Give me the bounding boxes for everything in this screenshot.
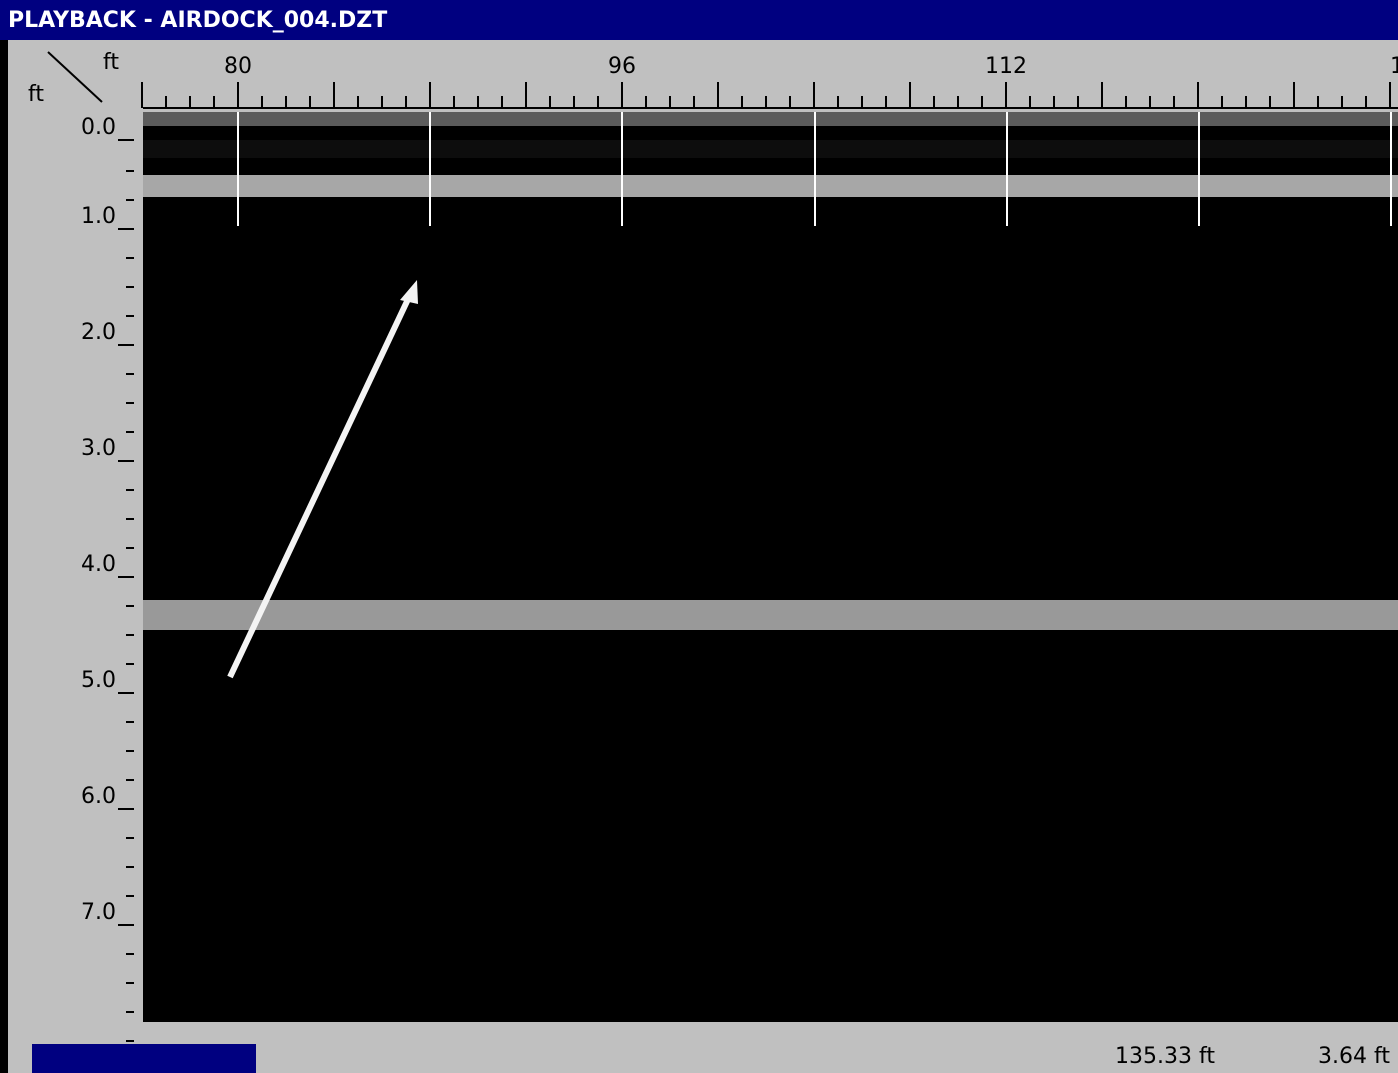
y-tick-label: 7.0: [81, 900, 116, 925]
y-tick-label: 1.0: [81, 204, 116, 229]
x-tick-label: 96: [608, 54, 636, 79]
axis-corner: [48, 52, 102, 102]
y-tick-label: 5.0: [81, 668, 116, 693]
window-edge: [0, 0, 8, 1073]
x-tick-label: 12: [1390, 54, 1398, 79]
page: PLAYBACK - AIRDOCK_004.DZT ft ft 135.33 …: [0, 0, 1398, 1073]
x-tick-label: 80: [224, 54, 252, 79]
status-distance: 135.33 ft: [1115, 1044, 1215, 1069]
radargram: [143, 112, 1398, 1022]
y-tick-label: 0.0: [81, 115, 116, 140]
y-tick-label: 3.0: [81, 436, 116, 461]
progress-bar: [32, 1044, 256, 1073]
y-unit: ft: [28, 82, 44, 107]
x-tick-label: 112: [985, 54, 1027, 79]
y-tick-label: 6.0: [81, 784, 116, 809]
x-unit: ft: [103, 50, 119, 75]
y-tick-label: 4.0: [81, 552, 116, 577]
window-title: PLAYBACK - AIRDOCK_004.DZT: [8, 8, 387, 33]
status-depth: 3.64 ft: [1318, 1044, 1390, 1069]
y-tick-label: 2.0: [81, 320, 116, 345]
playback-window: PLAYBACK - AIRDOCK_004.DZT ft ft 135.33 …: [0, 0, 1398, 1073]
